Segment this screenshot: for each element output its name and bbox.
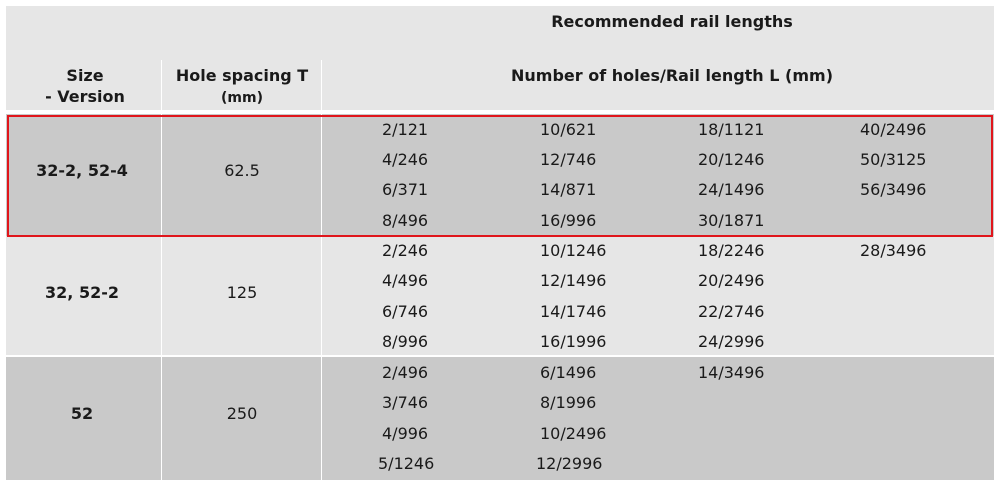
length-cell: 14/871 bbox=[540, 180, 597, 199]
length-cell: 20/1246 bbox=[698, 150, 765, 169]
col-hole-spacing-unit: (mm) bbox=[221, 90, 263, 106]
table-row bbox=[6, 357, 994, 480]
length-cell: 24/2996 bbox=[698, 332, 765, 351]
spacing-cell: 62.5 bbox=[224, 161, 260, 180]
size-cell: 32-2, 52-4 bbox=[36, 161, 128, 180]
length-cell: 8/1996 bbox=[540, 393, 597, 412]
length-cell: 4/496 bbox=[382, 271, 429, 290]
length-cell: 3/746 bbox=[382, 393, 429, 412]
col-size-header: Size bbox=[66, 66, 104, 85]
col-hole-spacing-header: Hole spacing T bbox=[175, 66, 309, 85]
length-cell: 12/2996 bbox=[536, 454, 603, 473]
length-cell: 2/496 bbox=[382, 363, 429, 382]
length-cell: 2/246 bbox=[382, 241, 429, 260]
length-cell: 18/2246 bbox=[698, 241, 765, 260]
column-divider bbox=[321, 60, 322, 110]
table-row bbox=[6, 114, 994, 236]
column-divider bbox=[161, 114, 162, 480]
length-cell: 40/2496 bbox=[860, 120, 927, 139]
length-cell: 6/746 bbox=[382, 302, 429, 321]
table-row bbox=[6, 236, 994, 356]
length-cell: 2/121 bbox=[382, 120, 429, 139]
length-cell: 8/496 bbox=[382, 211, 429, 230]
col-size-header-sub: - Version bbox=[45, 87, 125, 106]
length-cell: 14/3496 bbox=[698, 363, 765, 382]
length-cell: 12/1496 bbox=[540, 271, 607, 290]
length-cell: 6/1496 bbox=[540, 363, 597, 382]
length-cell: 20/2496 bbox=[698, 271, 765, 290]
length-cell: 4/996 bbox=[382, 424, 429, 443]
length-cell: 10/1246 bbox=[540, 241, 607, 260]
column-divider bbox=[321, 114, 322, 480]
length-cell: 22/2746 bbox=[698, 302, 765, 321]
length-cell: 24/1496 bbox=[698, 180, 765, 199]
col-lengths-header: Number of holes/Rail length L (mm) bbox=[510, 66, 834, 85]
length-cell: 28/3496 bbox=[860, 241, 927, 260]
length-cell: 16/1996 bbox=[540, 332, 607, 351]
length-cell: 8/996 bbox=[382, 332, 429, 351]
column-divider bbox=[161, 60, 162, 110]
row-divider bbox=[6, 355, 994, 357]
length-cell: 4/246 bbox=[382, 150, 429, 169]
length-cell: 10/621 bbox=[540, 120, 597, 139]
spacing-cell: 125 bbox=[226, 283, 258, 302]
row-divider bbox=[6, 110, 994, 114]
length-cell: 18/1121 bbox=[698, 120, 765, 139]
size-cell: 32, 52-2 bbox=[45, 283, 119, 302]
length-cell: 5/1246 bbox=[378, 454, 435, 473]
length-cell: 56/3496 bbox=[860, 180, 927, 199]
length-cell: 6/371 bbox=[382, 180, 429, 199]
length-cell: 16/996 bbox=[540, 211, 597, 230]
highlight-box bbox=[7, 115, 993, 237]
length-cell: 10/2496 bbox=[540, 424, 607, 443]
table-header bbox=[6, 6, 994, 110]
length-cell: 50/3125 bbox=[860, 150, 927, 169]
group-title: Recommended rail lengths bbox=[551, 12, 793, 31]
spacing-cell: 250 bbox=[226, 404, 258, 423]
length-cell: 12/746 bbox=[540, 150, 597, 169]
size-cell: 52 bbox=[70, 404, 94, 423]
length-cell: 30/1871 bbox=[698, 211, 765, 230]
length-cell: 14/1746 bbox=[540, 302, 607, 321]
